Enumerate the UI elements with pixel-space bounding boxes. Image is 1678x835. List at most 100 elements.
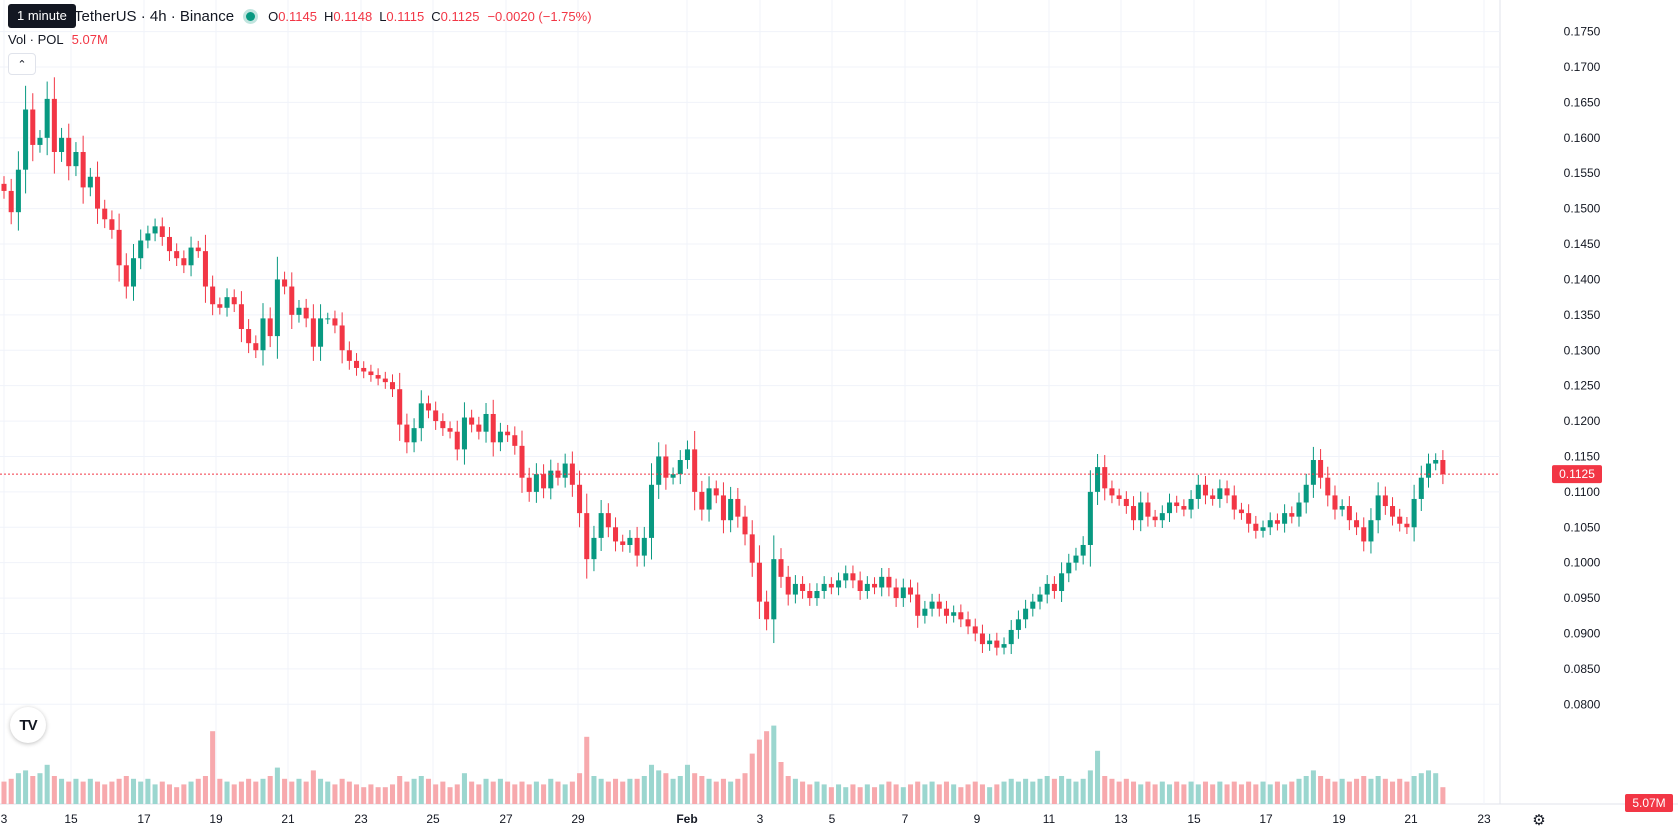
volume-bar <box>361 787 367 804</box>
candle-body <box>677 460 683 475</box>
volume-bar <box>728 781 734 804</box>
volume-bar <box>684 764 690 804</box>
volume-bar <box>267 776 273 804</box>
volume-bar <box>577 773 583 804</box>
candle-body <box>1325 477 1331 496</box>
volume-bar <box>699 776 705 804</box>
candle-body <box>1116 495 1122 499</box>
volume-bar <box>1310 770 1316 804</box>
candle-body <box>1202 484 1208 496</box>
candle-body <box>1109 488 1115 496</box>
chevron-up-icon: ⌃ <box>17 58 27 71</box>
candle-body <box>598 513 604 538</box>
volume-bar <box>152 784 158 804</box>
candle-body <box>756 562 762 602</box>
volume-bar <box>145 778 151 804</box>
volume-legend: Vol · POL 5.07M <box>8 32 108 47</box>
candle-body <box>497 431 503 443</box>
price-tick-label: 0.1750 <box>1564 25 1601 39</box>
candle-body <box>943 608 949 616</box>
volume-bar <box>238 781 244 804</box>
volume-bar <box>879 784 885 804</box>
symbol-title[interactable]: TetherUS · 4h · Binance <box>74 7 235 25</box>
candle-body <box>51 98 57 152</box>
volume-bar <box>274 767 280 804</box>
volume-bar <box>296 778 302 804</box>
volume-bar <box>893 784 899 804</box>
candle-body <box>23 109 29 170</box>
volume-bar <box>951 784 957 804</box>
volume-bar <box>1152 784 1158 804</box>
settings-button[interactable]: ⚙ <box>1530 811 1548 829</box>
candle-body <box>713 488 719 496</box>
price-tick-label: 0.1550 <box>1564 166 1601 180</box>
volume-bar <box>260 778 266 804</box>
candle-body <box>1087 491 1093 545</box>
volume-bar <box>1260 781 1266 804</box>
volume-bar <box>1 781 7 804</box>
candle-body <box>864 583 870 592</box>
volume-bar <box>562 784 568 804</box>
volume-legend-label[interactable]: Vol · POL <box>8 32 64 47</box>
volume-bar <box>598 778 604 804</box>
candle-body <box>375 375 381 379</box>
volume-bar <box>1368 778 1374 804</box>
time-tick-label: 19 <box>1332 812 1346 826</box>
candle-body <box>670 474 676 478</box>
volume-bar <box>749 753 755 804</box>
candle-body <box>325 318 331 320</box>
volume-bar <box>1296 778 1302 804</box>
candle-body <box>483 413 489 432</box>
candle-body <box>699 491 705 510</box>
volume-bar <box>756 739 762 804</box>
volume-bar <box>850 784 856 804</box>
volume-bar <box>605 781 611 804</box>
candle-body <box>1044 583 1050 595</box>
candle-body <box>519 445 525 478</box>
volume-bar <box>505 781 511 804</box>
candle-body <box>533 474 539 492</box>
volume-bar <box>469 781 475 804</box>
candle-body <box>850 573 856 581</box>
volume-bar <box>1044 776 1050 804</box>
volume-bar <box>979 784 985 804</box>
candle-body <box>66 137 72 167</box>
candle-body <box>1260 527 1266 531</box>
price-axis[interactable]: 0.1750 0.1700 0.1650 0.1600 0.1550 0.1500 0.14… <box>1564 25 1601 712</box>
volume-bar <box>1102 776 1108 804</box>
volume-bar <box>713 781 719 804</box>
volume-bar <box>210 731 216 804</box>
candle-body <box>1346 506 1352 521</box>
candle-body <box>1181 506 1187 510</box>
volume-bar <box>440 781 446 804</box>
candle-body <box>872 583 878 588</box>
volume-bar <box>936 784 942 804</box>
volume-bar <box>857 787 863 804</box>
volume-bar <box>1411 776 1417 804</box>
collapse-legend-button[interactable]: ⌃ <box>8 53 36 75</box>
volume-bar <box>95 781 101 804</box>
low-label: L <box>379 8 387 24</box>
volume-bar <box>346 781 352 804</box>
candle-body <box>1224 488 1230 496</box>
price-tick-label: 0.1000 <box>1564 556 1601 570</box>
candle-body <box>1296 502 1302 517</box>
candle-body <box>123 265 129 287</box>
candle-body <box>1030 601 1036 609</box>
volume-bar <box>1354 778 1360 804</box>
volume-bar <box>1023 778 1029 804</box>
time-tick-label: 19 <box>209 812 223 826</box>
volume-bar <box>800 781 806 804</box>
tradingview-logo[interactable]: TV <box>10 707 46 743</box>
time-axis[interactable]: 3 15 17 19 21 23 25 27 29 Feb 3 5 7 9 11 13 15 17 19 21 23 <box>1 812 1491 826</box>
volume-bar <box>1073 781 1079 804</box>
price-tick-label: 0.0850 <box>1564 662 1601 676</box>
last-price-label: 0.1125 <box>1559 467 1595 481</box>
volume-bar <box>130 778 137 804</box>
volume-bar <box>339 778 345 804</box>
close-value: 0.1125 <box>440 8 480 24</box>
volume-bar <box>526 784 532 804</box>
candle-body <box>138 240 144 259</box>
volume-bar <box>843 787 849 804</box>
